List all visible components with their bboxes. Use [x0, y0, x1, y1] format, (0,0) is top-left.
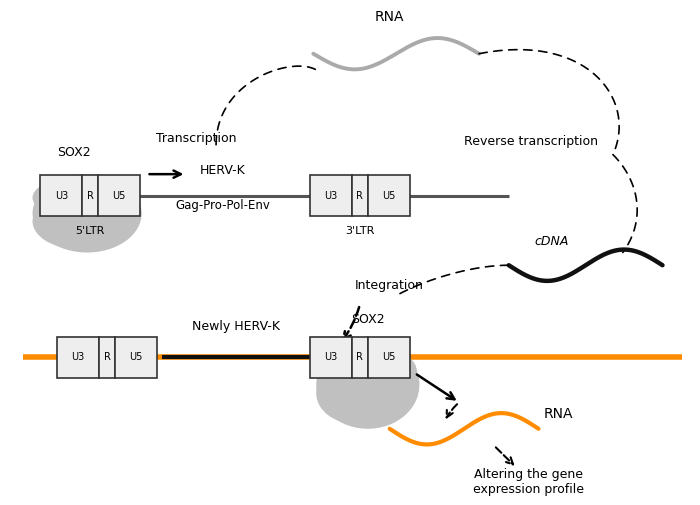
- Text: U3: U3: [325, 352, 338, 362]
- Text: 3'LTR: 3'LTR: [345, 226, 375, 236]
- Bar: [41, 175, 82, 216]
- Text: RNA: RNA: [543, 407, 573, 421]
- Bar: [310, 337, 352, 378]
- Text: R: R: [356, 191, 363, 200]
- Ellipse shape: [350, 349, 417, 393]
- Bar: [115, 337, 157, 378]
- Ellipse shape: [32, 174, 141, 252]
- Bar: [352, 337, 368, 378]
- Text: U3: U3: [55, 191, 68, 200]
- Text: Reverse transcription: Reverse transcription: [464, 135, 598, 148]
- Text: U3: U3: [71, 352, 85, 362]
- Text: Newly HERV-K: Newly HERV-K: [192, 320, 280, 333]
- Bar: [98, 175, 140, 216]
- Text: U5: U5: [382, 352, 396, 362]
- Text: RNA: RNA: [375, 10, 405, 24]
- Bar: [57, 337, 99, 378]
- Bar: [368, 175, 409, 216]
- Text: Integration: Integration: [355, 279, 424, 292]
- Text: U5: U5: [112, 191, 125, 200]
- Bar: [99, 337, 115, 378]
- Bar: [82, 175, 98, 216]
- Ellipse shape: [316, 347, 378, 387]
- Text: SOX2: SOX2: [57, 146, 91, 160]
- Ellipse shape: [316, 363, 399, 424]
- Text: Transcription: Transcription: [156, 132, 237, 145]
- Text: Altering the gene
expression profile: Altering the gene expression profile: [473, 468, 584, 496]
- Text: R: R: [356, 352, 363, 362]
- Ellipse shape: [32, 194, 120, 248]
- Text: R: R: [87, 191, 94, 200]
- Text: U5: U5: [129, 352, 142, 362]
- Text: U3: U3: [325, 191, 338, 200]
- Text: HERV-K: HERV-K: [200, 164, 246, 177]
- Text: U5: U5: [382, 191, 396, 200]
- Bar: [310, 175, 352, 216]
- Text: cDNA: cDNA: [534, 235, 568, 247]
- Ellipse shape: [32, 180, 98, 215]
- Ellipse shape: [316, 341, 419, 429]
- Text: 5'LTR: 5'LTR: [76, 226, 105, 236]
- Ellipse shape: [68, 182, 139, 221]
- Text: SOX2: SOX2: [351, 313, 385, 326]
- Bar: [352, 175, 368, 216]
- Text: R: R: [104, 352, 111, 362]
- Text: Gag-Pro-Pol-Env: Gag-Pro-Pol-Env: [176, 198, 270, 212]
- Bar: [368, 337, 409, 378]
